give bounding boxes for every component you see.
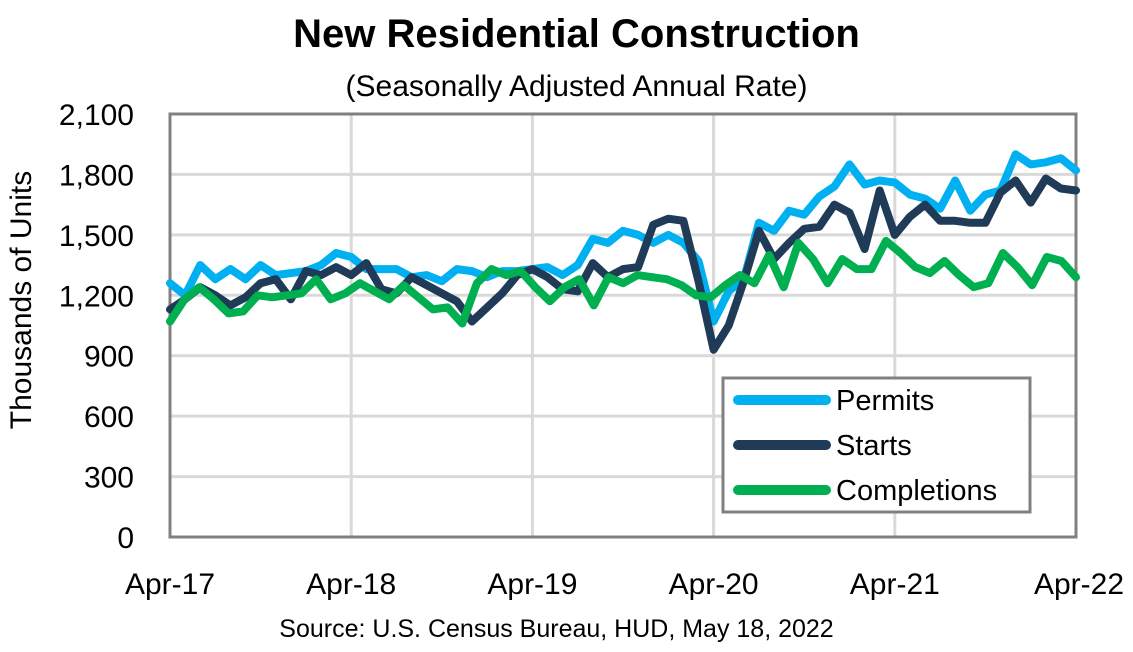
x-tick-label: Apr-17 [125,568,215,601]
series-line-completions [166,236,1080,328]
source-note: Source: U.S. Census Bureau, HUD, May 18,… [279,615,834,643]
y-tick-label: 2,100 [59,99,134,132]
x-tick-label: Apr-18 [306,568,396,601]
x-tick-label: Apr-21 [850,568,940,601]
series-line-permits [166,150,1080,326]
y-tick-label: 300 [84,462,134,495]
y-tick-label: 900 [84,341,134,374]
x-axis-ticks: Apr-17 Apr-18 Apr-19 Apr-20 Apr-21 Apr-22 [125,568,1124,601]
chart-title: New Residential Construction [293,12,860,56]
y-tick-label: 1,500 [59,220,134,253]
legend-label-permits: Permits [836,385,934,417]
legend-label-starts: Starts [836,430,912,462]
x-tick-label: Apr-19 [487,568,577,601]
legend: Permits Starts Completions [721,376,1032,514]
y-tick-label: 1,200 [59,280,134,313]
legend-label-completions: Completions [836,475,997,507]
x-tick-label: Apr-20 [669,568,759,601]
series-lines [166,150,1080,354]
y-tick-label: 1,800 [59,159,134,192]
y-tick-label: 0 [117,522,134,555]
chart-subtitle: (Seasonally Adjusted Annual Rate) [345,70,808,103]
y-axis-ticks: 0 300 600 900 1,200 1,500 1,800 2,100 [59,99,134,555]
y-tick-label: 600 [84,401,134,434]
x-tick-label: Apr-22 [1034,568,1124,601]
series-line-starts [166,174,1080,354]
